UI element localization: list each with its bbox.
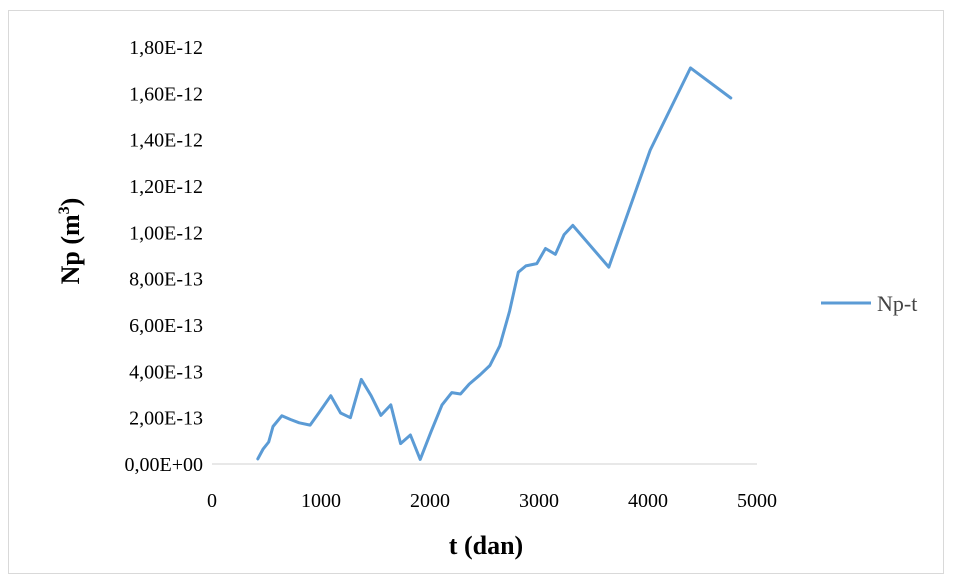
x-tick-label: 0 bbox=[207, 490, 217, 512]
x-tick-label: 3000 bbox=[519, 490, 559, 512]
y-axis-title-group: Np (m3) bbox=[56, 198, 85, 285]
y-tick-label: 2,00E-13 bbox=[129, 408, 203, 430]
x-axis-title: t (dan) bbox=[449, 531, 523, 560]
y-tick-label: 0,00E+00 bbox=[125, 454, 204, 476]
legend: Np-t bbox=[821, 291, 917, 316]
y-axis-title-superscript: 3 bbox=[56, 206, 73, 214]
y-axis-ticks: 0,00E+00 2,00E-13 4,00E-13 6,00E-13 8,00E-13… bbox=[125, 37, 204, 476]
y-tick-label: 1,00E-12 bbox=[129, 222, 203, 244]
y-tick-label: 1,80E-12 bbox=[129, 37, 203, 59]
x-tick-label: 5000 bbox=[737, 490, 777, 512]
y-tick-label: 1,20E-12 bbox=[129, 176, 203, 198]
line-chart: 0,00E+00 2,00E-13 4,00E-13 6,00E-13 8,00E-13… bbox=[56, 37, 917, 560]
x-tick-label: 2000 bbox=[410, 490, 450, 512]
series-layer bbox=[256, 66, 733, 461]
legend-label: Np-t bbox=[877, 291, 917, 316]
y-tick-label: 4,00E-13 bbox=[129, 361, 203, 383]
chart-frame: 0,00E+00 2,00E-13 4,00E-13 6,00E-13 8,00E-13… bbox=[8, 10, 944, 574]
series-line-0 bbox=[256, 66, 733, 461]
y-tick-label: 1,40E-12 bbox=[129, 130, 203, 152]
y-axis-title: Np (m3) bbox=[56, 198, 85, 285]
y-tick-label: 8,00E-13 bbox=[129, 269, 203, 291]
x-tick-label: 1000 bbox=[301, 490, 341, 512]
x-axis-ticks: 0 1000 2000 3000 4000 5000 bbox=[207, 490, 777, 512]
y-tick-label: 6,00E-13 bbox=[129, 315, 203, 337]
y-tick-label: 1,60E-12 bbox=[129, 83, 203, 105]
x-tick-label: 4000 bbox=[628, 490, 668, 512]
